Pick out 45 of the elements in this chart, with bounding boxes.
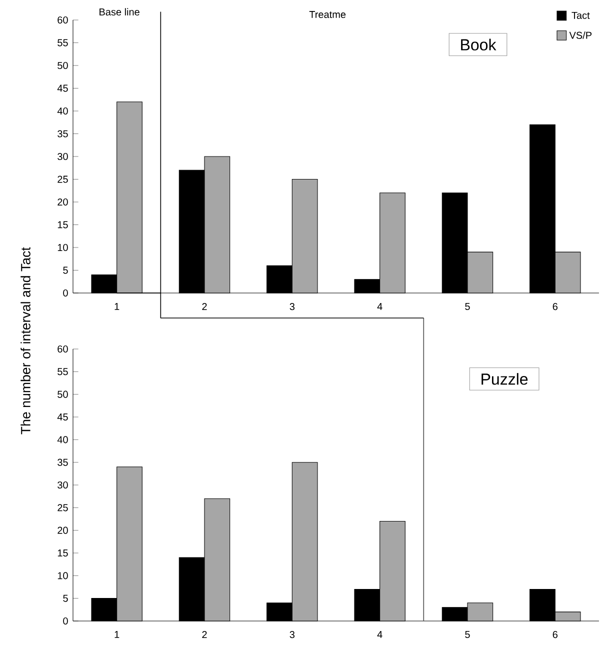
- y-tick-label: 0: [63, 289, 68, 297]
- y-tick-label: 5: [63, 266, 68, 274]
- y-tick-label: 30: [58, 481, 68, 489]
- y-tick-label: 25: [58, 504, 68, 512]
- y-tick-label: 60: [58, 345, 68, 353]
- annotation: Puzzle: [482, 373, 528, 385]
- annotation: Book: [461, 38, 496, 50]
- y-tick-label: 20: [58, 526, 68, 534]
- x-tick-label: 4: [377, 631, 382, 638]
- y-tick-label: 60: [58, 16, 68, 24]
- x-tick-label: 1: [114, 303, 120, 310]
- y-axis-title: The number of interval and Tact: [20, 247, 30, 434]
- x-tick-label: 5: [465, 303, 470, 310]
- x-tick-label: 4: [377, 303, 382, 310]
- y-tick-label: 25: [58, 176, 68, 183]
- y-tick-label: 45: [57, 414, 68, 420]
- x-tick-label: 2: [202, 303, 207, 310]
- x-tick-label: 3: [290, 303, 294, 310]
- x-tick-label: 2: [202, 631, 207, 638]
- y-tick-label: 15: [58, 550, 68, 556]
- y-tick-label: 35: [58, 458, 68, 466]
- y-tick-label: 15: [58, 221, 68, 228]
- y-tick-label: 45: [57, 84, 68, 92]
- y-tick-label: 50: [58, 62, 68, 70]
- x-tick-label: 5: [465, 631, 470, 638]
- y-tick-label: 5: [63, 594, 68, 602]
- y-tick-label: 0: [63, 617, 68, 625]
- y-tick-label: 50: [58, 390, 68, 398]
- x-tick-label: 6: [552, 631, 558, 638]
- y-tick-label: 30: [58, 152, 68, 160]
- legend-label: Tact: [572, 12, 590, 19]
- x-tick-label: 3: [290, 631, 294, 638]
- y-tick-label: 40: [57, 107, 68, 115]
- legend-label: VS/P: [569, 32, 592, 39]
- y-tick-label: 55: [58, 368, 68, 376]
- x-tick-label: 6: [552, 303, 558, 310]
- text: Base line: [100, 8, 140, 16]
- text: Treatme: [309, 11, 346, 18]
- y-tick-label: 35: [58, 130, 68, 138]
- x-tick-label: 1: [114, 631, 120, 638]
- y-tick-label: 55: [58, 39, 68, 46]
- y-tick-label: 10: [58, 244, 68, 252]
- y-tick-label: 20: [58, 198, 68, 206]
- y-tick-label: 40: [57, 436, 68, 444]
- y-tick-label: 10: [58, 572, 68, 580]
